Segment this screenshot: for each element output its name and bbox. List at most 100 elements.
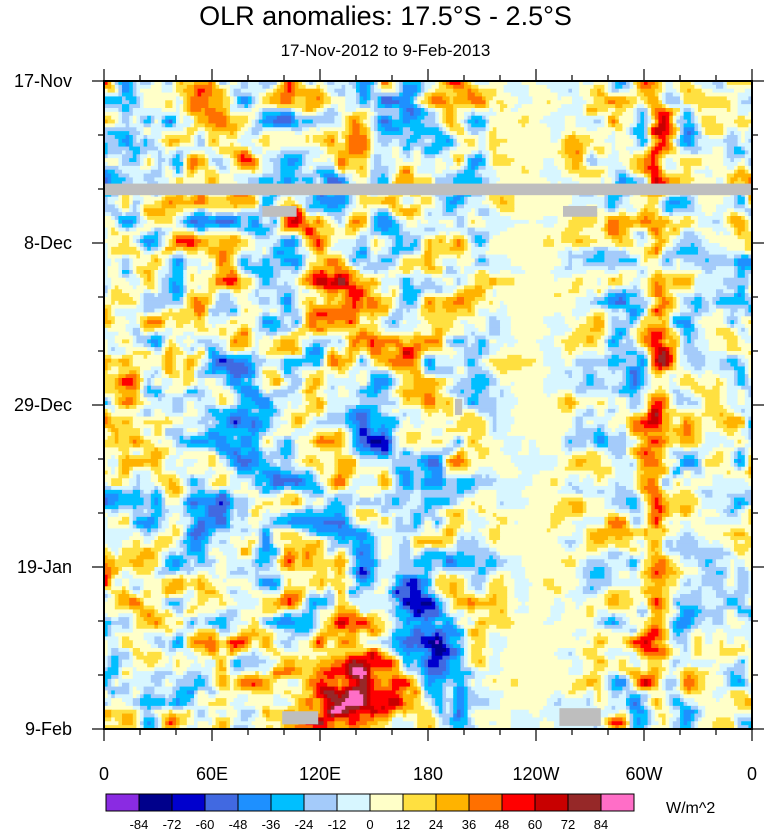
anomaly-cell xyxy=(273,177,281,182)
anomaly-cell xyxy=(665,154,724,159)
anomaly-cell xyxy=(654,243,663,248)
anomaly-cell xyxy=(219,312,227,317)
anomaly-cell xyxy=(348,258,353,263)
anomaly-cell xyxy=(582,154,587,159)
anomaly-cell xyxy=(118,111,123,117)
anomaly-cell xyxy=(316,81,325,86)
anomaly-cell xyxy=(510,320,544,325)
anomaly-cell xyxy=(186,293,213,298)
anomaly-cell xyxy=(208,100,224,105)
anomaly-cell xyxy=(604,312,609,317)
anomaly-cell xyxy=(129,131,141,136)
anomaly-cell xyxy=(212,92,224,98)
anomaly-cell xyxy=(622,162,631,167)
anomaly-cell xyxy=(690,277,695,283)
anomaly-cell xyxy=(417,312,422,317)
anomaly-cell xyxy=(190,289,195,294)
anomaly-cell xyxy=(233,262,238,267)
anomaly-cell xyxy=(402,165,411,171)
anomaly-cell xyxy=(104,324,112,329)
anomaly-cell xyxy=(726,208,735,213)
anomaly-cell xyxy=(312,239,317,244)
anomaly-cell xyxy=(197,270,202,275)
anomaly-cell xyxy=(273,169,281,175)
anomaly-cell xyxy=(165,231,170,236)
anomaly-cell xyxy=(424,96,429,101)
anomaly-cell xyxy=(399,92,404,98)
anomaly-cell xyxy=(582,158,587,163)
anomaly-cell xyxy=(471,300,479,306)
anomaly-cell xyxy=(489,123,523,128)
anomaly-cell xyxy=(172,100,177,105)
anomaly-cell xyxy=(698,142,728,148)
anomaly-cell xyxy=(122,162,141,167)
anomaly-cell xyxy=(474,235,483,240)
anomaly-cell xyxy=(489,231,501,236)
anomaly-cell xyxy=(665,246,674,252)
anomaly-cell xyxy=(496,169,523,175)
anomaly-cell xyxy=(467,212,476,217)
anomaly-cell xyxy=(608,204,616,209)
anomaly-cell xyxy=(132,339,137,344)
anomaly-cell xyxy=(593,320,605,325)
anomaly-cell xyxy=(284,308,292,314)
anomaly-cell xyxy=(694,177,717,182)
anomaly-cell xyxy=(316,243,321,248)
anomaly-cell xyxy=(694,123,699,128)
anomaly-cell xyxy=(255,142,263,148)
anomaly-cell xyxy=(154,258,159,263)
anomaly-cell xyxy=(291,300,296,306)
anomaly-cell xyxy=(125,324,141,329)
anomaly-cell xyxy=(255,246,263,252)
anomaly-cell xyxy=(435,88,454,94)
anomaly-cell xyxy=(435,108,443,113)
anomaly-cell xyxy=(456,223,465,229)
anomaly-cell xyxy=(701,108,728,113)
anomaly-cell xyxy=(384,127,400,132)
anomaly-cell xyxy=(233,289,242,294)
anomaly-cell xyxy=(186,223,195,229)
anomaly-cell xyxy=(201,270,217,275)
anomaly-cell xyxy=(316,177,321,182)
anomaly-cell xyxy=(107,131,130,136)
anomaly-cell xyxy=(341,273,350,279)
anomaly-cell xyxy=(366,150,371,155)
anomaly-cell xyxy=(280,100,292,105)
anomaly-cell xyxy=(129,293,141,298)
anomaly-cell xyxy=(442,289,454,294)
anomaly-cell xyxy=(453,108,458,113)
anomaly-cell xyxy=(294,119,299,125)
anomaly-cell xyxy=(626,312,631,317)
anomaly-cell xyxy=(136,81,141,86)
anomaly-cell xyxy=(748,165,752,171)
anomaly-cell xyxy=(132,181,148,186)
anomaly-cell xyxy=(280,227,285,233)
anomaly-cell xyxy=(291,304,296,310)
anomaly-cell xyxy=(374,135,379,140)
anomaly-cell xyxy=(194,297,199,302)
anomaly-cell xyxy=(741,100,752,105)
anomaly-cell xyxy=(388,115,393,121)
anomaly-cell xyxy=(726,219,731,225)
anomaly-cell xyxy=(359,165,364,171)
anomaly-cell xyxy=(726,227,735,233)
anomaly-cell xyxy=(233,281,238,287)
anomaly-cell xyxy=(608,316,613,321)
anomaly-cell xyxy=(132,239,137,244)
anomaly-cell xyxy=(608,119,613,125)
anomaly-cell xyxy=(489,239,544,244)
anomaly-cell xyxy=(640,88,656,94)
anomaly-cell xyxy=(208,243,220,248)
anomaly-cell xyxy=(608,81,613,86)
anomaly-cell xyxy=(575,304,602,310)
anomaly-cell xyxy=(611,142,616,148)
anomaly-cell xyxy=(748,293,752,298)
anomaly-cell xyxy=(618,177,627,182)
anomaly-cell xyxy=(222,162,231,167)
anomaly-cell xyxy=(402,200,415,206)
anomaly-cell xyxy=(392,304,397,310)
anomaly-cell xyxy=(737,92,752,98)
anomaly-cell xyxy=(320,142,328,148)
anomaly-cell xyxy=(215,181,220,186)
